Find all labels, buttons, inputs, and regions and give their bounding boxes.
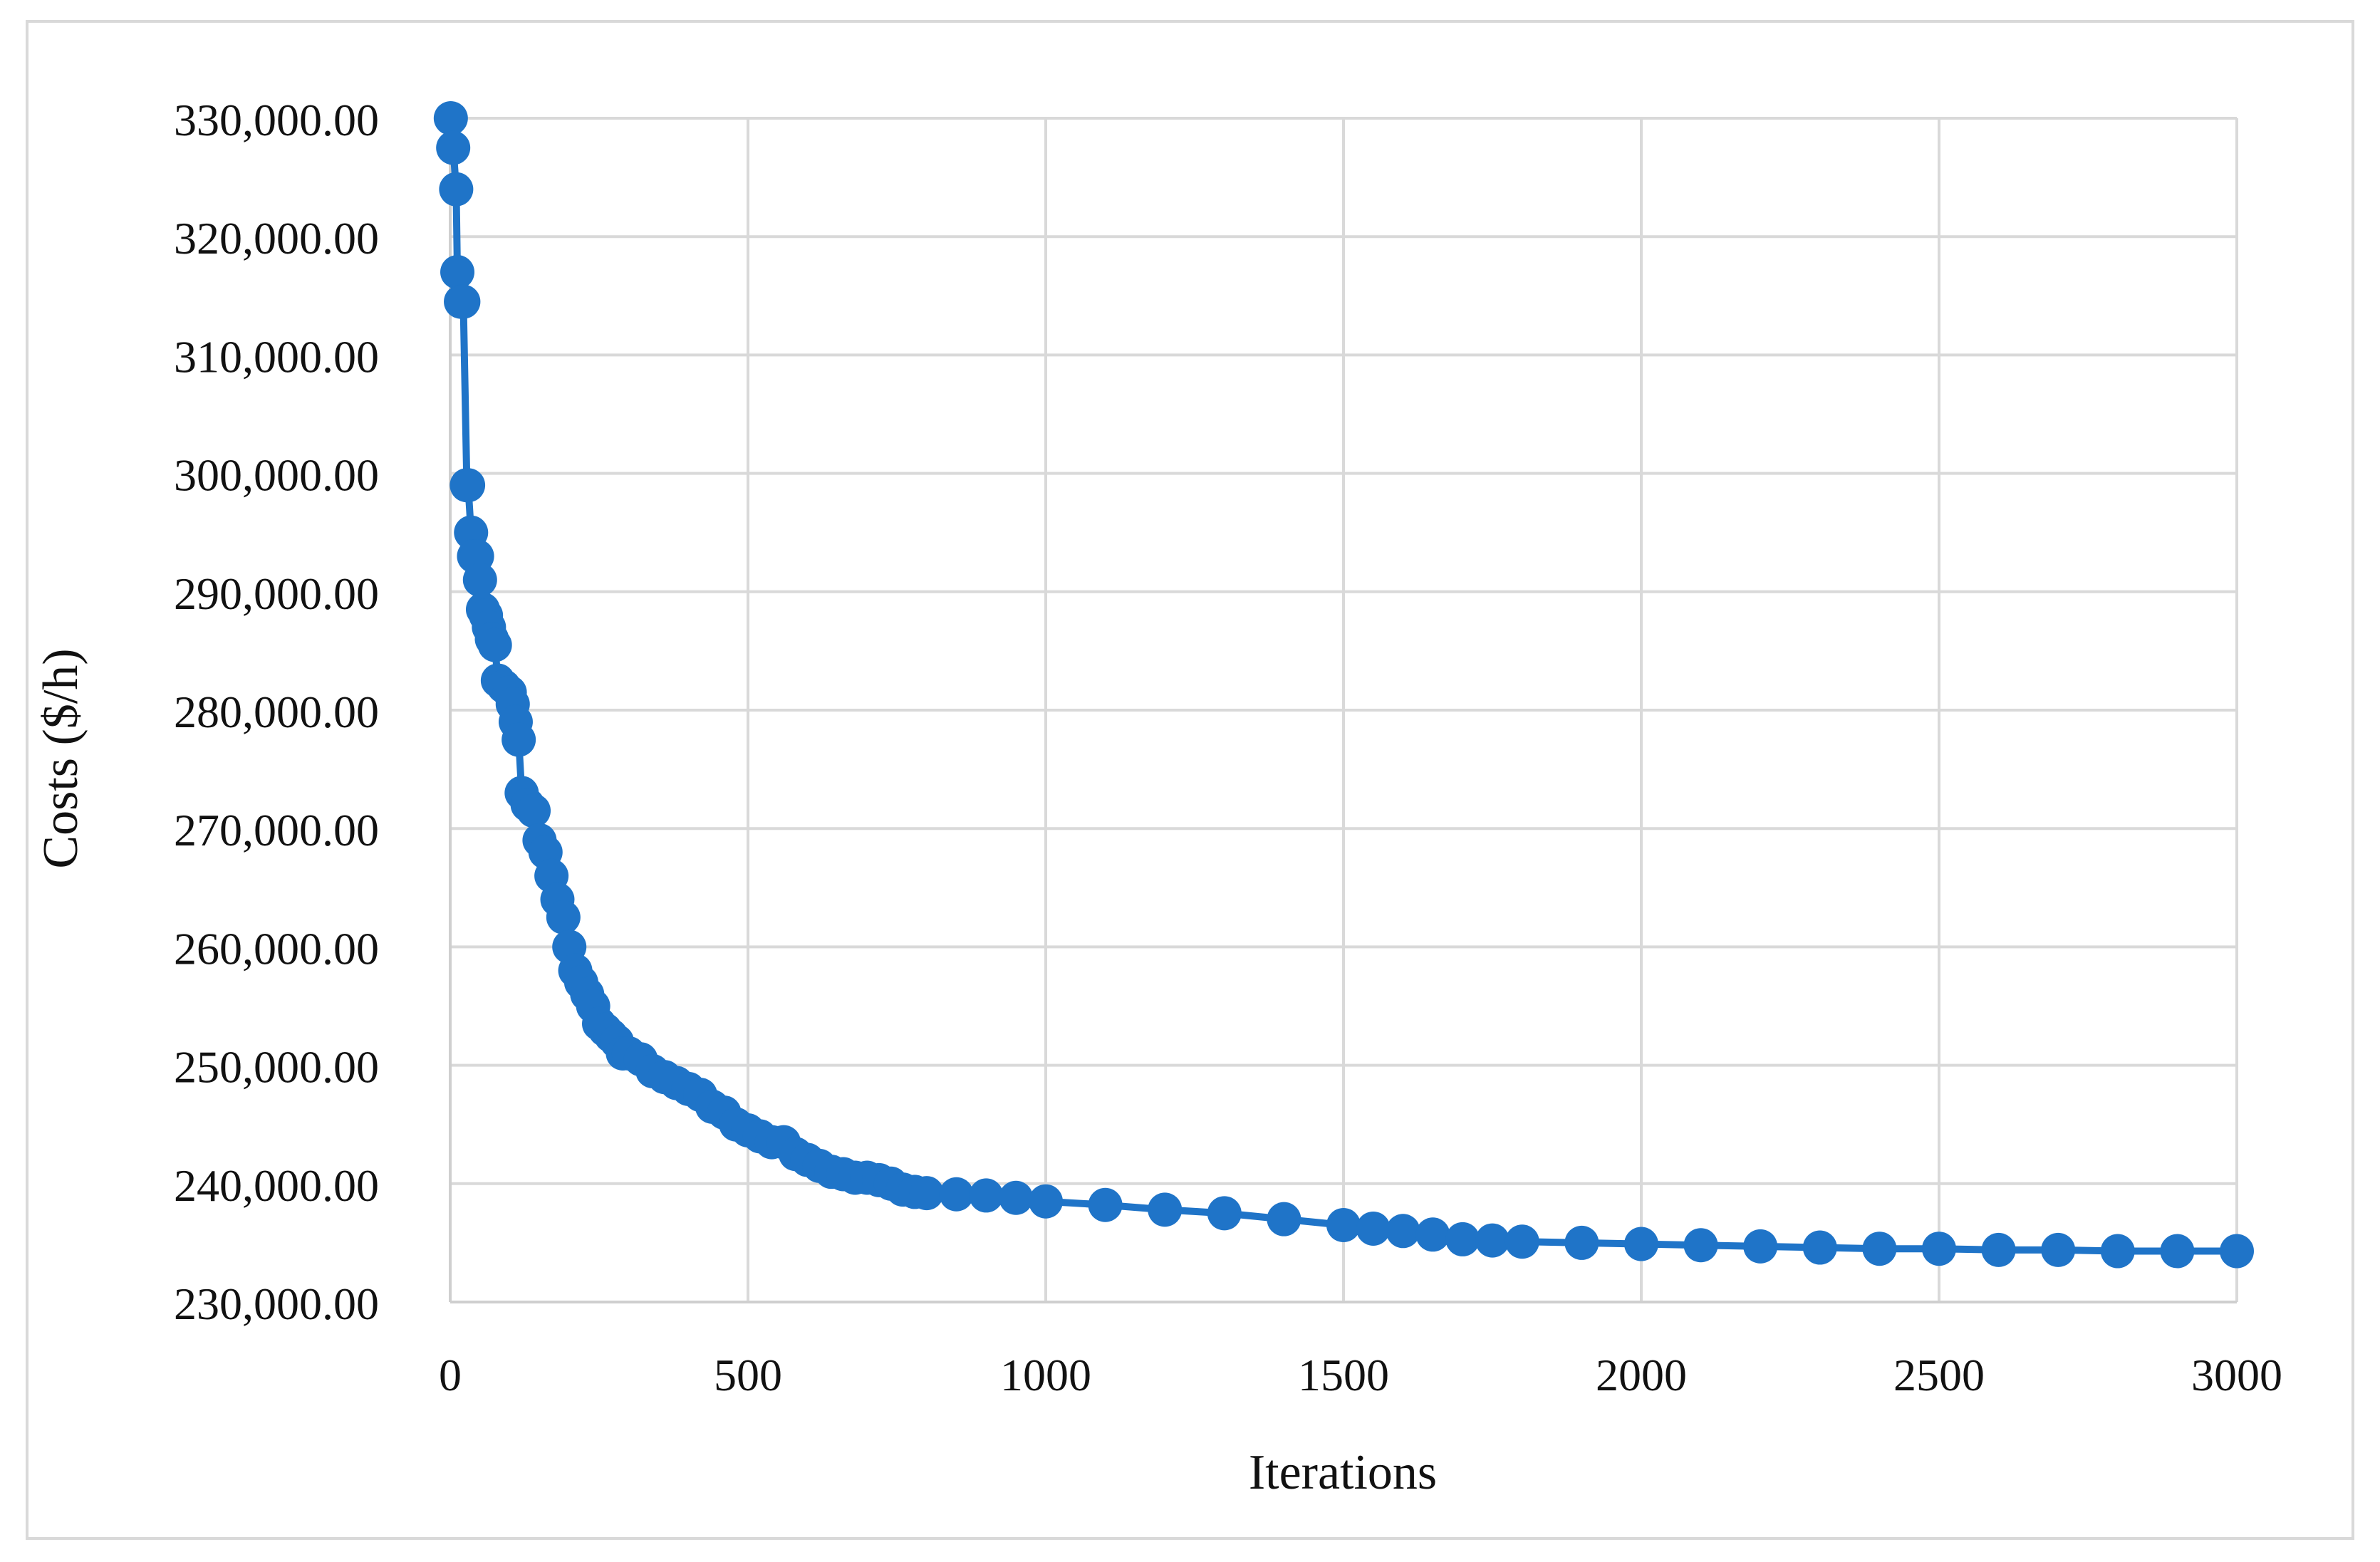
y-tick-label: 250,000.00 <box>174 1042 379 1093</box>
y-tick-label: 290,000.00 <box>174 568 379 619</box>
series-point <box>1267 1202 1301 1236</box>
series-point <box>1802 1230 1837 1265</box>
series-point <box>1415 1217 1450 1252</box>
series-point <box>1862 1232 1897 1266</box>
series-point <box>909 1176 944 1211</box>
series-point <box>1981 1232 2016 1267</box>
x-tick-label: 0 <box>439 1350 462 1400</box>
series-point <box>2220 1234 2254 1269</box>
x-axis-label: Iterations <box>1249 1445 1437 1500</box>
series-point <box>1207 1196 1242 1231</box>
series-point <box>2160 1234 2195 1269</box>
x-tick-label: 2000 <box>1596 1350 1687 1400</box>
y-tick-label: 240,000.00 <box>174 1160 379 1211</box>
series-point <box>502 722 536 757</box>
series-point <box>1624 1227 1658 1261</box>
series-point <box>1386 1214 1420 1249</box>
series-point <box>1564 1225 1599 1260</box>
series-point <box>1445 1222 1480 1256</box>
y-tick-label: 320,000.00 <box>174 213 379 264</box>
series-point <box>446 284 481 319</box>
x-tick-label: 1500 <box>1298 1350 1389 1400</box>
y-tick-label: 280,000.00 <box>174 687 379 737</box>
series-point <box>1683 1228 1718 1263</box>
y-tick-label: 310,000.00 <box>174 331 379 382</box>
y-tick-label: 300,000.00 <box>174 450 379 501</box>
series-point <box>462 563 497 598</box>
y-axis-label: Costs ($/h) <box>33 648 88 868</box>
series-point <box>433 101 468 135</box>
series-point <box>1505 1224 1539 1259</box>
x-tick-label: 3000 <box>2191 1350 2282 1400</box>
series-point <box>969 1178 1004 1213</box>
series-point <box>1743 1229 1778 1264</box>
series-point <box>1326 1207 1361 1242</box>
tick-labels: 230,000.00 240,000.00 250,000.00 260,000.00… <box>174 95 2282 1400</box>
y-tick-label: 270,000.00 <box>174 805 379 855</box>
series-point <box>1475 1223 1509 1258</box>
series-point <box>1148 1192 1183 1227</box>
series-point <box>516 793 551 828</box>
series-point <box>440 255 475 290</box>
y-tick-label: 330,000.00 <box>174 95 379 145</box>
x-tick-label: 2500 <box>1893 1350 1985 1400</box>
series-point <box>477 628 512 662</box>
x-tick-label: 1000 <box>1000 1350 1091 1400</box>
series-point <box>451 468 486 503</box>
series-point <box>1356 1211 1391 1246</box>
series-point <box>2041 1232 2076 1267</box>
series-point <box>546 900 581 934</box>
cost-series <box>433 101 2254 1269</box>
series-point <box>439 172 474 207</box>
series-point <box>939 1177 974 1212</box>
series-point <box>999 1180 1034 1215</box>
y-tick-label: 230,000.00 <box>174 1279 379 1329</box>
series-point <box>1088 1187 1123 1222</box>
y-tick-label: 260,000.00 <box>174 923 379 974</box>
series-point <box>2100 1234 2135 1269</box>
chart-border <box>26 20 2354 1540</box>
axes <box>449 118 2237 1303</box>
series-point <box>1922 1232 1956 1266</box>
series-point <box>1029 1184 1063 1219</box>
x-tick-label: 500 <box>714 1350 782 1400</box>
series-point <box>436 130 471 165</box>
